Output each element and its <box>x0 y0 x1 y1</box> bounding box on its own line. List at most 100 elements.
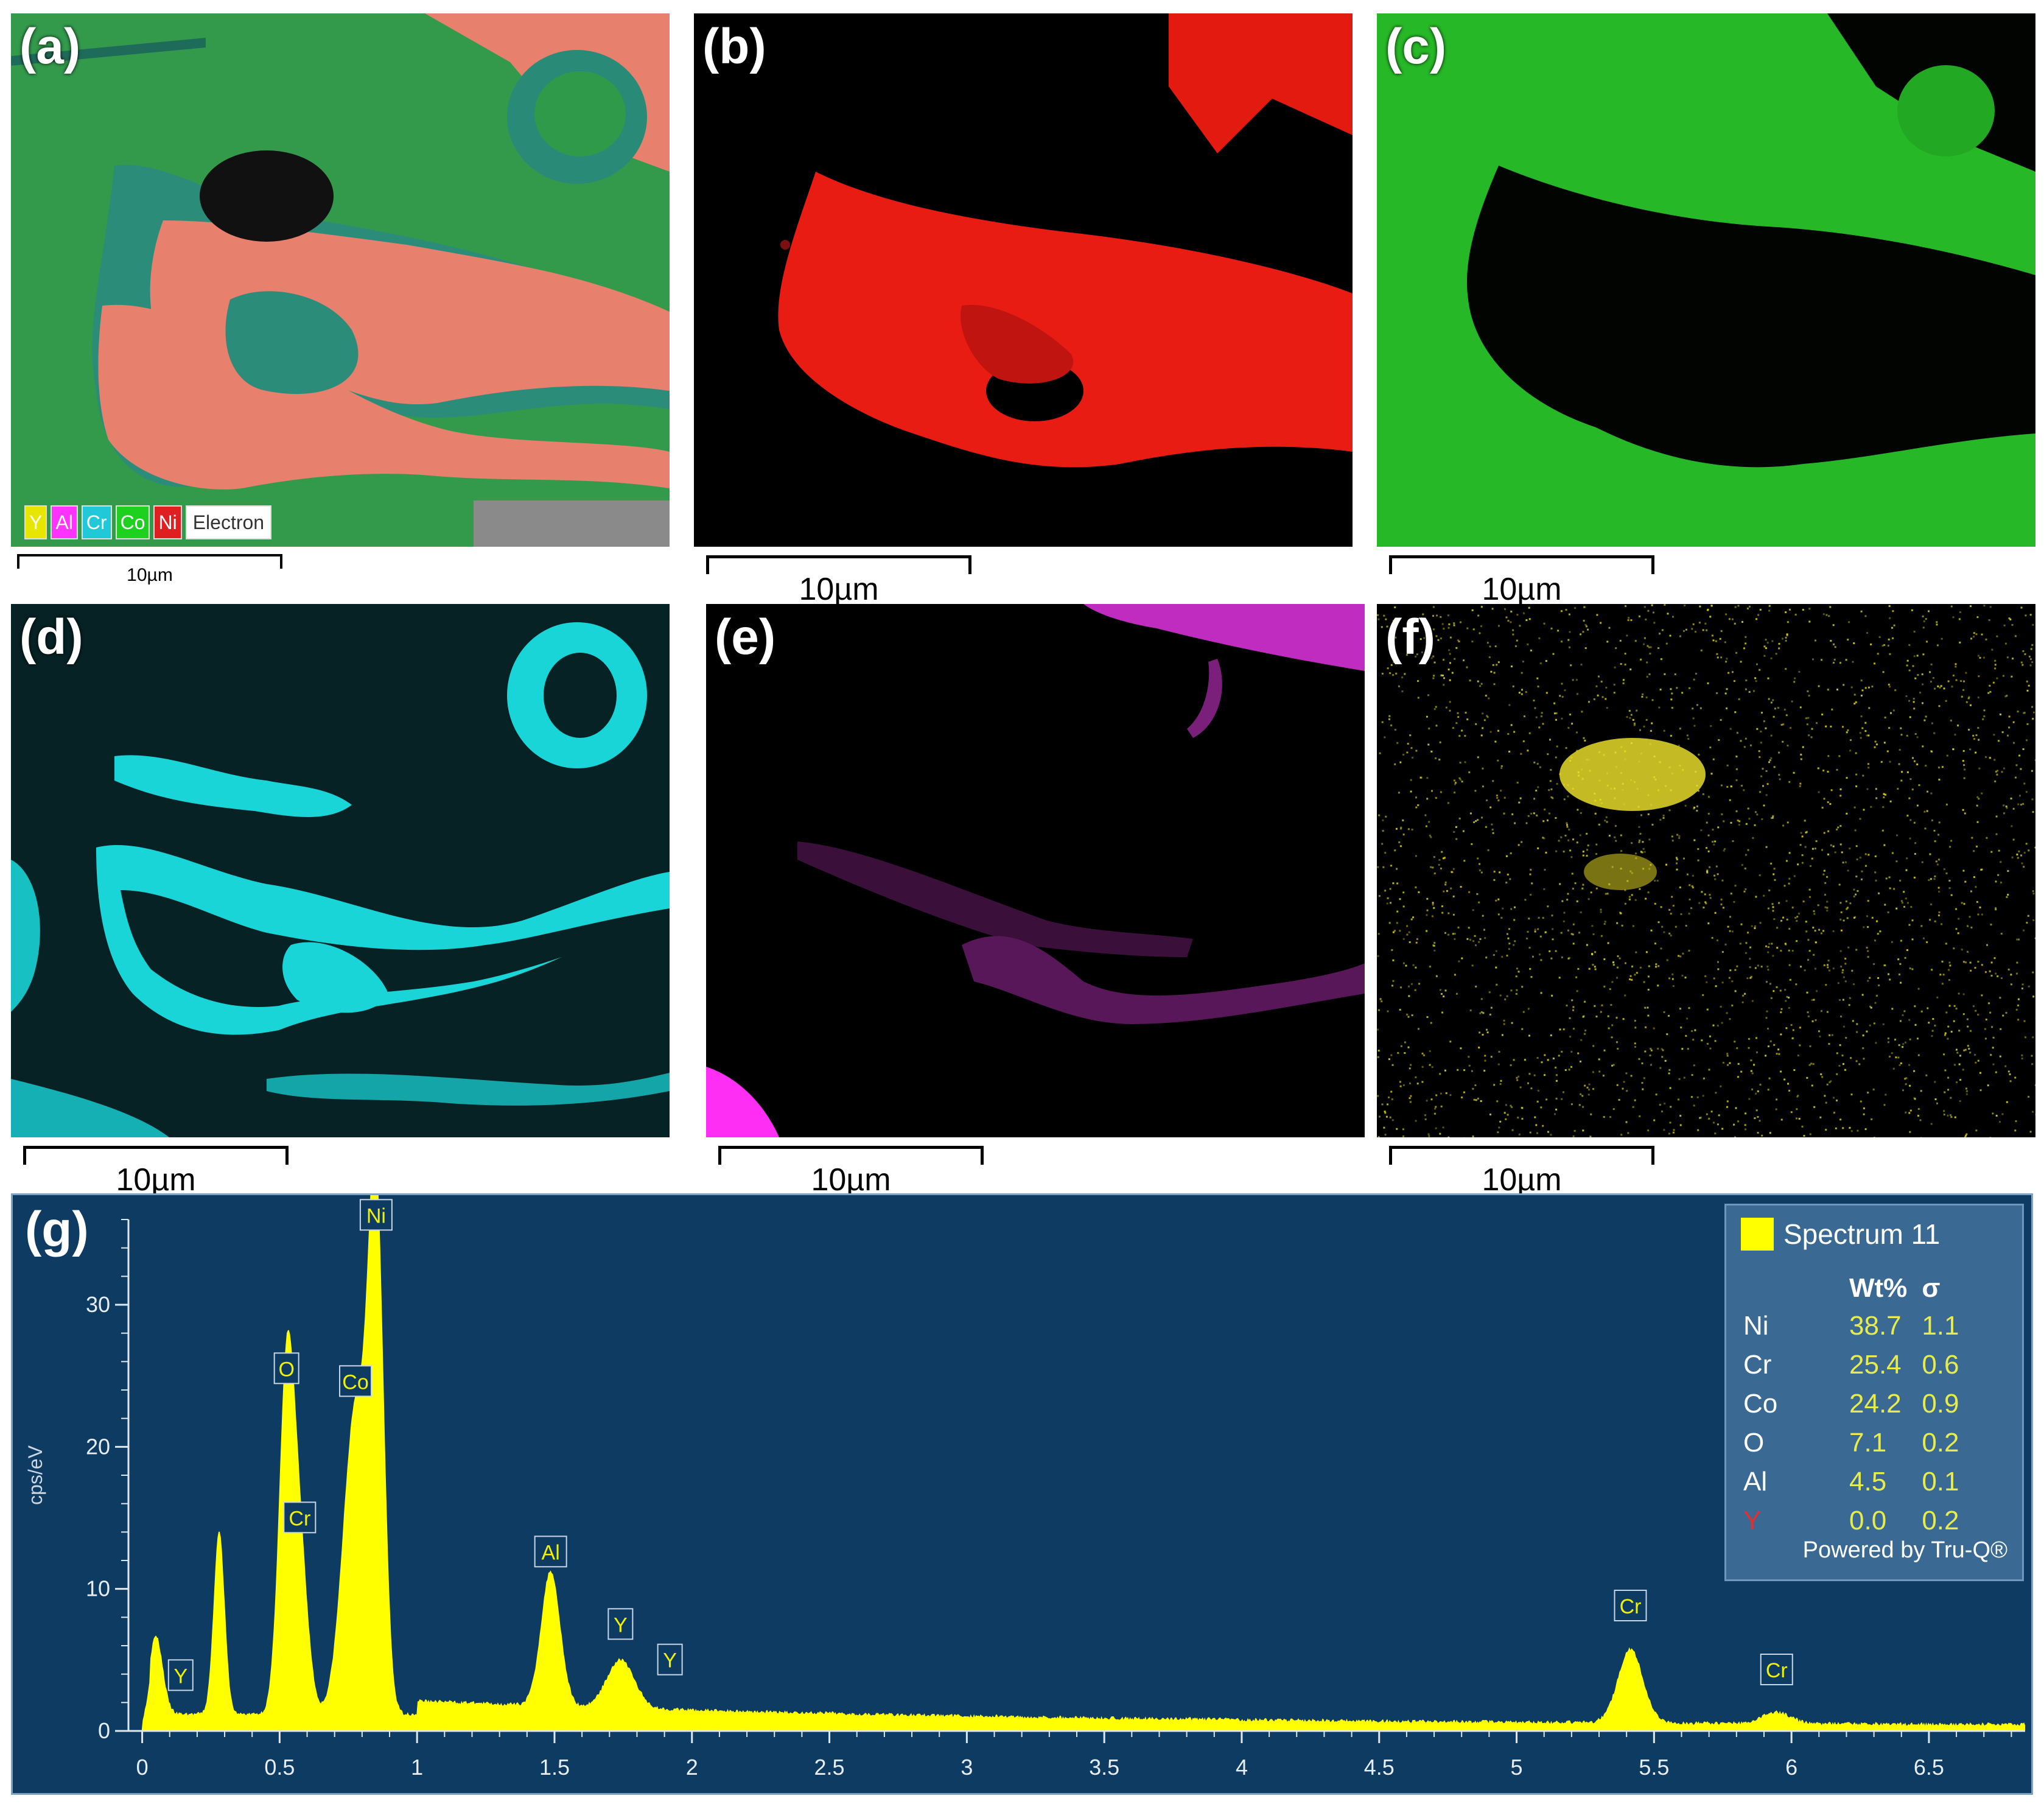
y-signal-dot <box>1822 613 1825 616</box>
y-signal-dot <box>1515 992 1517 995</box>
y-signal-dot <box>1855 949 1858 951</box>
y-signal-dot <box>1849 739 1852 742</box>
y-signal-dot <box>1882 806 1885 809</box>
y-signal-dot <box>1561 1098 1563 1100</box>
y-signal-dot <box>1544 1054 1546 1056</box>
y-signal-dot <box>1510 621 1512 623</box>
y-signal-dot <box>1679 728 1681 730</box>
x-tick-label: 1 <box>411 1755 423 1780</box>
y-signal-dot <box>1518 692 1521 694</box>
y-signal-dot <box>1676 868 1678 871</box>
y-signal-dot <box>1671 840 1674 842</box>
y-signal-dot <box>1855 701 1857 703</box>
y-signal-dot <box>1856 1023 1858 1025</box>
y-signal-dot <box>1435 797 1437 799</box>
y-signal-dot <box>1819 1035 1821 1037</box>
y-signal-dot <box>1588 967 1591 970</box>
y-signal-dot <box>1435 757 1437 759</box>
y-signal-dot <box>1398 841 1401 843</box>
y-signal-dot <box>1842 862 1844 864</box>
y-signal-dot <box>1948 880 1951 882</box>
y-signal-dot <box>1511 665 1513 668</box>
y-signal-dot <box>1559 773 1561 776</box>
y-signal-dot <box>1566 899 1569 901</box>
y-signal-dot <box>1592 933 1595 935</box>
y-signal-dot <box>1654 778 1657 781</box>
y-signal-dot <box>1474 935 1476 937</box>
y-signal-dot <box>1909 1131 1911 1133</box>
y-signal-dot <box>1819 1116 1822 1118</box>
y-signal-dot <box>1772 955 1774 957</box>
y-signal-dot <box>1396 1128 1398 1130</box>
y-signal-dot <box>1424 1118 1427 1120</box>
y-signal-dot <box>1415 749 1418 752</box>
y-signal-dot <box>1545 692 1548 694</box>
y-signal-dot <box>1409 734 1412 737</box>
y-signal-dot <box>1597 694 1599 697</box>
y-signal-dot <box>1514 822 1516 824</box>
y-signal-dot <box>1572 923 1575 925</box>
y-signal-dot <box>1587 1093 1590 1096</box>
y-signal-dot <box>1537 847 1539 849</box>
y-signal-dot <box>1836 1073 1838 1075</box>
y-signal-dot <box>1856 1031 1858 1033</box>
y-signal-dot <box>1552 797 1554 799</box>
y-signal-dot <box>1578 774 1580 777</box>
y-signal-dot <box>2029 664 2032 667</box>
y-signal-dot <box>1859 818 1861 820</box>
y-signal-dot <box>1729 930 1731 932</box>
table-row: Ni 38.7 1.1 <box>1743 1307 1973 1346</box>
y-signal-dot <box>1505 1104 1507 1106</box>
y-signal-dot <box>1740 785 1743 787</box>
y-signal-dot <box>1822 930 1824 932</box>
y-signal-dot <box>1563 784 1565 786</box>
y-signal-dot <box>1635 852 1637 855</box>
y-signal-dot <box>1813 910 1815 913</box>
y-signal-dot <box>1768 609 1771 612</box>
y-signal-dot <box>1693 839 1696 841</box>
y-signal-dot <box>1762 785 1764 787</box>
legend-chip-ni: Ni <box>153 505 182 539</box>
y-signal-dot <box>2017 803 2020 805</box>
y-signal-dot <box>1975 886 1977 888</box>
y-signal-dot <box>1685 925 1687 927</box>
y-signal-dot <box>1825 984 1827 986</box>
y-signal-dot <box>1547 1131 1549 1133</box>
y-signal-dot <box>1759 1120 1761 1122</box>
y-signal-dot <box>1712 1121 1715 1124</box>
y-signal-dot <box>1906 857 1908 860</box>
y-signal-dot <box>1390 664 1393 666</box>
y-signal-dot <box>1864 1128 1867 1131</box>
y-signal-dot <box>1823 798 1825 800</box>
y-signal-dot <box>1566 826 1569 828</box>
y-signal-dot <box>1836 1100 1838 1101</box>
y-signal-dot <box>1475 985 1477 988</box>
y-signal-dot <box>1777 1048 1780 1051</box>
y-signal-dot <box>1419 776 1422 779</box>
y-signal-dot <box>1504 998 1507 1000</box>
panel-d-label: (d) <box>19 609 83 665</box>
y-signal-dot <box>1502 907 1504 910</box>
y-signal-dot <box>1587 898 1590 900</box>
y-signal-dot <box>1853 693 1856 696</box>
y-signal-dot <box>1958 992 1960 995</box>
y-signal-dot <box>1692 874 1694 877</box>
y-signal-dot <box>1567 957 1570 960</box>
y-signal-dot <box>1824 894 1826 896</box>
y-signal-dot <box>1563 920 1565 922</box>
y-signal-dot <box>1735 779 1738 781</box>
y-signal-dot <box>1460 1047 1462 1050</box>
y-signal-dot <box>1527 643 1529 645</box>
y-signal-dot <box>1533 700 1535 702</box>
y-signal-dot <box>1963 903 1965 905</box>
y-signal-dot <box>1745 688 1747 690</box>
y-signal-dot <box>1443 659 1444 661</box>
y-signal-dot <box>1723 907 1724 909</box>
y-signal-dot <box>1937 858 1940 861</box>
y-signal-dot <box>1409 1097 1411 1100</box>
y-signal-dot <box>1433 661 1436 664</box>
y-signal-dot <box>1434 1107 1436 1110</box>
y-signal-dot <box>2021 988 2023 989</box>
y-signal-dot <box>1429 1064 1431 1066</box>
y-signal-dot <box>1769 983 1771 985</box>
